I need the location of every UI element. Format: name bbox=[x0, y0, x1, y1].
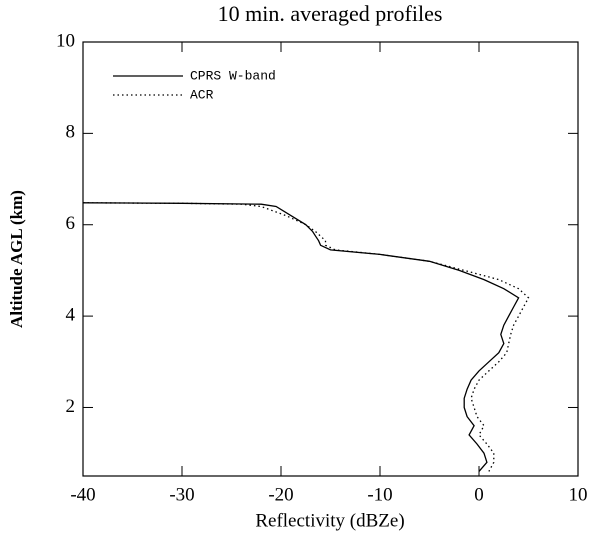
x-tick-label: -40 bbox=[70, 484, 95, 505]
x-tick-label: 0 bbox=[474, 484, 484, 505]
plot-frame bbox=[82, 41, 579, 477]
chart-title: 10 min. averaged profiles bbox=[218, 1, 443, 26]
legend-label: CPRS W-band bbox=[190, 68, 276, 83]
x-tick-label: -10 bbox=[367, 484, 392, 505]
profile-line bbox=[82, 202, 530, 472]
y-tick-label: 8 bbox=[66, 122, 76, 143]
y-tick-label: 6 bbox=[66, 213, 76, 234]
y-tick-label: 4 bbox=[66, 304, 76, 325]
x-tick-label: -30 bbox=[169, 484, 194, 505]
y-tick-label: 2 bbox=[66, 396, 76, 417]
y-axis-label: Altitude AGL (km) bbox=[7, 190, 26, 328]
legend-label: ACR bbox=[190, 87, 214, 102]
y-tick-label: 10 bbox=[56, 30, 75, 51]
x-tick-label: 10 bbox=[569, 484, 588, 505]
x-axis-label: Reflectivity (dBZe) bbox=[255, 510, 404, 531]
profile-line bbox=[82, 202, 520, 472]
x-tick-label: -20 bbox=[268, 484, 293, 505]
